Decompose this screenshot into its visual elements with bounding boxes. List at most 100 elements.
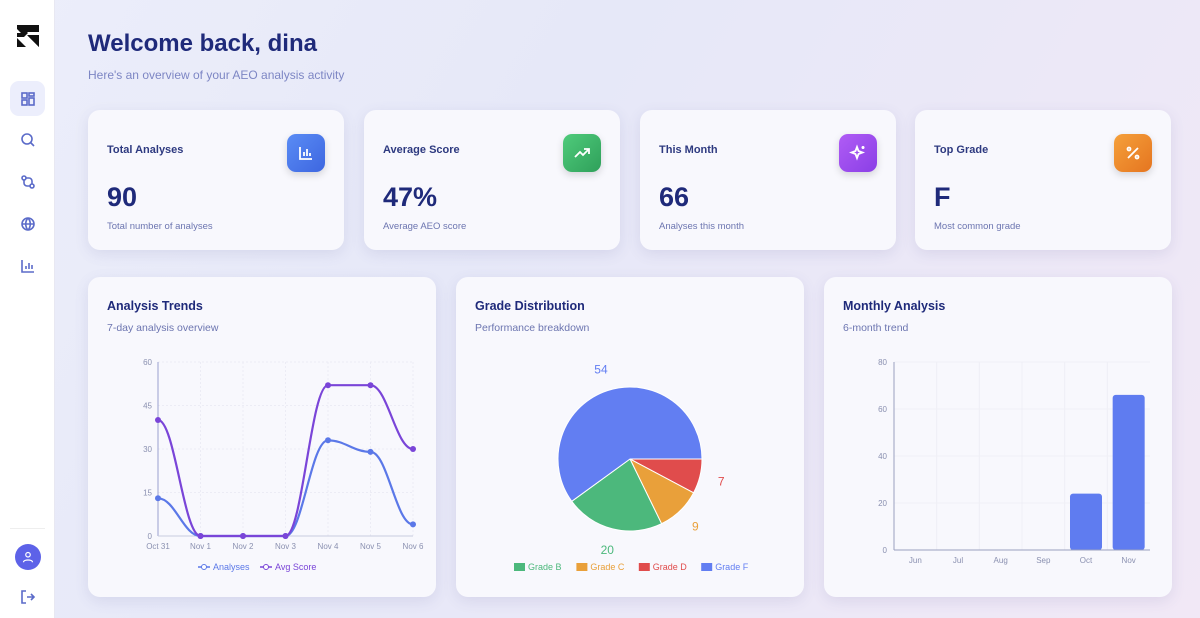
bar-nov — [1112, 394, 1145, 550]
page-subtitle: Here's an overview of your AEO analysis … — [88, 68, 345, 82]
logo — [17, 25, 39, 47]
sidebar-item-search[interactable] — [10, 122, 45, 157]
legend-swatch — [701, 563, 713, 571]
data-label: 9 — [692, 520, 699, 534]
monthly-analysis-card: Monthly Analysis 6-month trend 0 20 40 60 80… — [824, 277, 1172, 597]
trending-up-icon — [563, 134, 601, 172]
y-tick-label: 15 — [143, 489, 152, 498]
stat-value: 90 — [107, 182, 138, 212]
data-point — [282, 533, 289, 539]
stat-desc: Total number of analyses — [107, 221, 213, 232]
y-tick-label: 60 — [878, 405, 887, 414]
legend-marker — [263, 564, 269, 570]
bar-chart-icon — [287, 134, 325, 172]
y-tick-label: 30 — [143, 445, 152, 454]
dashboard-icon — [20, 91, 35, 106]
search-icon — [20, 132, 35, 147]
legend-label: Grade F — [715, 562, 749, 572]
data-point — [367, 448, 374, 455]
analysis-trends-card: Analysis Trends 7-day analysis overview … — [88, 277, 436, 597]
grade-distribution-card: Grade Distribution Performance breakdown… — [456, 277, 804, 597]
x-tick-label: Nov 4 — [318, 542, 339, 551]
y-tick-label: 20 — [878, 499, 887, 508]
data-point — [367, 382, 374, 389]
legend-swatch — [514, 563, 525, 571]
sparkles-icon — [839, 134, 877, 172]
stat-label: Average Score — [383, 144, 460, 156]
pie-slice-grade-b — [571, 458, 663, 532]
x-tick-label: Sep — [1036, 556, 1051, 565]
data-point — [325, 437, 331, 444]
data-point — [240, 533, 246, 539]
stat-desc: Analyses this month — [659, 221, 745, 232]
chart-subtitle: 7-day analysis overview — [107, 322, 219, 334]
line-chart: 0 15 30 45 60 Oct 31 Nov 1 Nov 2 Nov 3 Nov 4 Nov 5… — [143, 358, 424, 572]
y-tick-label: 40 — [878, 452, 887, 461]
x-tick-label: Nov 5 — [360, 542, 381, 551]
y-tick-label: 0 — [883, 546, 888, 555]
legend-label: Grade B — [528, 562, 562, 572]
x-tick-label: Jul — [953, 556, 963, 565]
data-point — [197, 533, 204, 539]
chart-title: Monthly Analysis — [843, 299, 946, 313]
legend-marker — [201, 564, 207, 570]
user-avatar-icon — [22, 551, 34, 563]
globe-icon — [20, 216, 35, 231]
stat-desc: Average AEO score — [383, 221, 467, 232]
stat-card-average-score: Average Score 47% Average AEO score — [364, 110, 620, 250]
y-tick-label: 45 — [143, 402, 152, 411]
stat-label: Top Grade — [934, 144, 989, 156]
bar-oct — [1070, 493, 1102, 550]
legend-label: Avg Score — [275, 562, 316, 572]
sidebar-item-dashboard[interactable] — [10, 81, 45, 116]
y-tick-label: 0 — [148, 532, 153, 541]
legend-label: Grade D — [653, 562, 688, 572]
route-icon — [20, 174, 35, 189]
logout-button[interactable] — [10, 579, 45, 614]
logout-icon — [20, 589, 35, 604]
stat-label: This Month — [659, 144, 718, 156]
stat-value: F — [934, 182, 951, 212]
chart-subtitle: 6-month trend — [843, 322, 909, 334]
stat-card-this-month: This Month 66 Analyses this month — [640, 110, 896, 250]
legend-swatch — [576, 563, 588, 571]
stat-card-total-analyses: Total Analyses 90 Total number of analys… — [88, 110, 344, 250]
x-tick-label: Nov 1 — [190, 542, 211, 551]
stat-label: Total Analyses — [107, 144, 184, 156]
x-tick-label: Nov — [1122, 556, 1136, 565]
percent-icon — [1114, 134, 1152, 172]
pie-slice-grade-f — [557, 386, 703, 503]
chart-title: Grade Distribution — [475, 299, 585, 313]
data-point — [325, 382, 331, 389]
x-tick-label: Jun — [909, 556, 922, 565]
legend-label: Analyses — [213, 562, 250, 572]
x-tick-label: Nov 6 — [403, 542, 424, 551]
bar-chart-icon — [20, 259, 34, 273]
stat-card-top-grade: Top Grade F Most common grade — [915, 110, 1171, 250]
data-point — [410, 446, 416, 452]
user-avatar[interactable] — [15, 544, 41, 570]
chart-subtitle: Performance breakdown — [475, 322, 590, 334]
legend-label: Grade C — [590, 562, 625, 572]
y-tick-label: 80 — [878, 358, 887, 367]
sidebar-item-globe[interactable] — [10, 206, 45, 241]
data-label: 20 — [601, 543, 615, 557]
pie-chart: 7 9 20 54 Grade B Grade C Grade D Grade F — [514, 363, 749, 572]
chart-title: Analysis Trends — [107, 299, 203, 313]
page-title: Welcome back, dina — [88, 30, 317, 57]
sidebar-item-analytics[interactable] — [10, 248, 45, 283]
data-label: 7 — [718, 475, 725, 489]
data-point — [410, 521, 416, 528]
x-tick-label: Oct 31 — [146, 542, 170, 551]
data-point — [155, 495, 161, 502]
data-label: 54 — [594, 363, 608, 377]
stat-value: 66 — [659, 182, 690, 212]
x-tick-label: Oct — [1080, 556, 1093, 565]
stat-desc: Most common grade — [934, 221, 1021, 232]
sidebar-item-routes[interactable] — [10, 164, 45, 199]
sidebar — [0, 0, 55, 618]
bar-chart: 0 20 40 60 80 Jun Jul Aug Sep Oct Nov — [878, 358, 1150, 565]
sidebar-divider — [10, 528, 45, 529]
stat-value: 47% — [383, 182, 438, 212]
data-point — [155, 417, 161, 423]
